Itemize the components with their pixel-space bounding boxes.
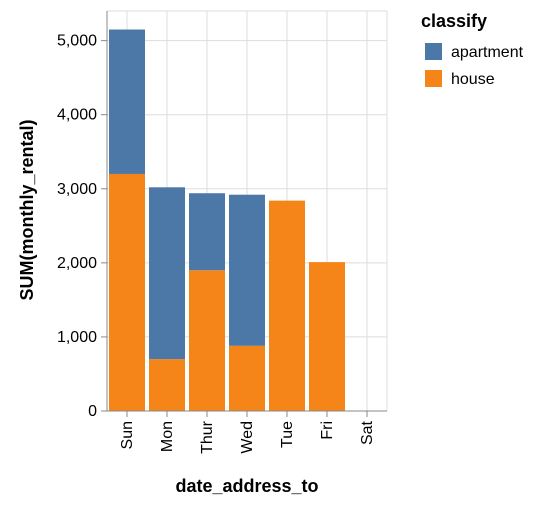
bar-house-wed xyxy=(229,346,265,411)
bar-apartment-wed xyxy=(229,195,265,346)
x-tick-label: Sun xyxy=(119,421,136,449)
y-tick-label: 3,000 xyxy=(57,181,97,198)
legend-label-apartment: apartment xyxy=(451,44,524,61)
legend-label-house: house xyxy=(451,71,495,88)
x-tick-label: Sat xyxy=(359,420,376,445)
y-tick-label: 5,000 xyxy=(57,33,97,50)
y-tick-label: 1,000 xyxy=(57,329,97,346)
legend-swatch-apartment xyxy=(425,43,442,60)
x-tick-label: Mon xyxy=(159,421,176,452)
x-axis: Sun Mon Thur Wed Tue Fri Sat xyxy=(107,411,387,454)
x-axis-title: date_address_to xyxy=(175,476,318,496)
bar-house-sun xyxy=(109,174,145,411)
y-tick-label: 2,000 xyxy=(57,255,97,272)
bar-apartment-thur xyxy=(189,193,225,270)
y-axis-title: SUM(monthly_rental) xyxy=(17,119,37,300)
y-tick-label: 4,000 xyxy=(57,107,97,124)
y-axis: 0 1,000 2,000 3,000 4,000 5,000 xyxy=(57,11,107,420)
bars xyxy=(109,30,345,411)
legend-title: classify xyxy=(421,11,487,31)
x-tick-label: Thur xyxy=(199,420,216,454)
bar-house-fri xyxy=(309,262,345,411)
legend-swatch-house xyxy=(425,70,442,87)
bar-apartment-mon xyxy=(149,187,185,359)
legend: classify apartment house xyxy=(421,11,524,88)
bar-house-tue xyxy=(269,201,305,411)
x-tick-label: Fri xyxy=(319,421,336,440)
x-tick-label: Tue xyxy=(279,421,296,448)
bar-apartment-sun xyxy=(109,30,145,174)
y-tick-label: 0 xyxy=(88,403,97,420)
bar-house-mon xyxy=(149,359,185,411)
bar-house-thur xyxy=(189,270,225,411)
x-tick-label: Wed xyxy=(239,421,256,454)
